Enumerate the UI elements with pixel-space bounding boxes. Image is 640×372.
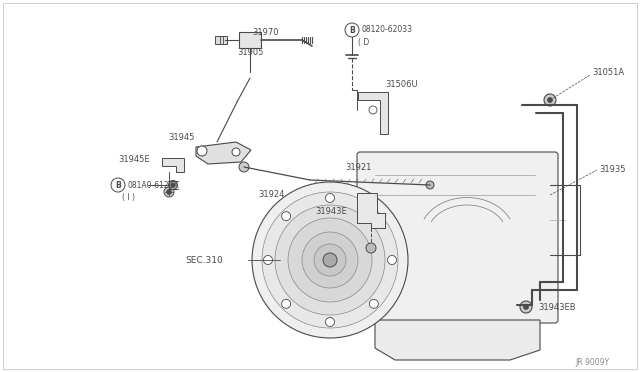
Circle shape bbox=[166, 189, 172, 195]
Circle shape bbox=[369, 106, 377, 114]
Text: 31945: 31945 bbox=[168, 133, 195, 142]
Circle shape bbox=[524, 305, 529, 310]
Circle shape bbox=[111, 178, 125, 192]
Polygon shape bbox=[196, 142, 251, 164]
Circle shape bbox=[168, 180, 177, 189]
Text: 31921: 31921 bbox=[345, 163, 371, 172]
Circle shape bbox=[275, 205, 385, 315]
Circle shape bbox=[326, 317, 335, 327]
Text: 31924: 31924 bbox=[258, 190, 284, 199]
Text: ( I ): ( I ) bbox=[122, 193, 135, 202]
Text: 08120-62033: 08120-62033 bbox=[361, 25, 412, 34]
Circle shape bbox=[264, 256, 273, 264]
Circle shape bbox=[323, 253, 337, 267]
Circle shape bbox=[197, 146, 207, 156]
Text: JR 9009Y: JR 9009Y bbox=[576, 358, 610, 367]
Text: 31943E: 31943E bbox=[315, 207, 347, 216]
Text: 31970: 31970 bbox=[252, 28, 278, 37]
Text: SEC.310: SEC.310 bbox=[185, 256, 223, 265]
Bar bbox=[215, 36, 227, 44]
Circle shape bbox=[426, 181, 434, 189]
Text: 31506U: 31506U bbox=[385, 80, 418, 89]
Circle shape bbox=[326, 193, 335, 202]
Polygon shape bbox=[162, 158, 184, 172]
Circle shape bbox=[369, 299, 378, 308]
FancyBboxPatch shape bbox=[357, 152, 558, 323]
Text: 31945E: 31945E bbox=[118, 155, 150, 164]
Text: 081A0-6121A: 081A0-6121A bbox=[127, 181, 179, 190]
Text: B: B bbox=[115, 180, 121, 189]
Polygon shape bbox=[375, 320, 540, 360]
Text: B: B bbox=[349, 26, 355, 35]
Text: 31935: 31935 bbox=[599, 165, 625, 174]
Text: ( D: ( D bbox=[358, 38, 369, 47]
Text: 31051A: 31051A bbox=[592, 68, 624, 77]
Circle shape bbox=[232, 148, 240, 156]
Circle shape bbox=[520, 301, 532, 313]
Circle shape bbox=[288, 218, 372, 302]
Circle shape bbox=[262, 192, 398, 328]
Circle shape bbox=[282, 212, 291, 221]
Circle shape bbox=[252, 182, 408, 338]
Text: 31943EB: 31943EB bbox=[538, 303, 575, 312]
Circle shape bbox=[302, 232, 358, 288]
Bar bbox=[239, 32, 261, 48]
Circle shape bbox=[387, 256, 397, 264]
Circle shape bbox=[544, 94, 556, 106]
Circle shape bbox=[164, 187, 174, 197]
Circle shape bbox=[282, 299, 291, 308]
Polygon shape bbox=[358, 92, 388, 134]
Circle shape bbox=[547, 97, 552, 103]
Circle shape bbox=[366, 243, 376, 253]
Text: 31905: 31905 bbox=[237, 48, 264, 57]
Circle shape bbox=[171, 183, 175, 187]
Circle shape bbox=[239, 162, 249, 172]
Circle shape bbox=[314, 244, 346, 276]
Circle shape bbox=[345, 23, 359, 37]
Circle shape bbox=[369, 212, 378, 221]
Polygon shape bbox=[357, 193, 385, 228]
